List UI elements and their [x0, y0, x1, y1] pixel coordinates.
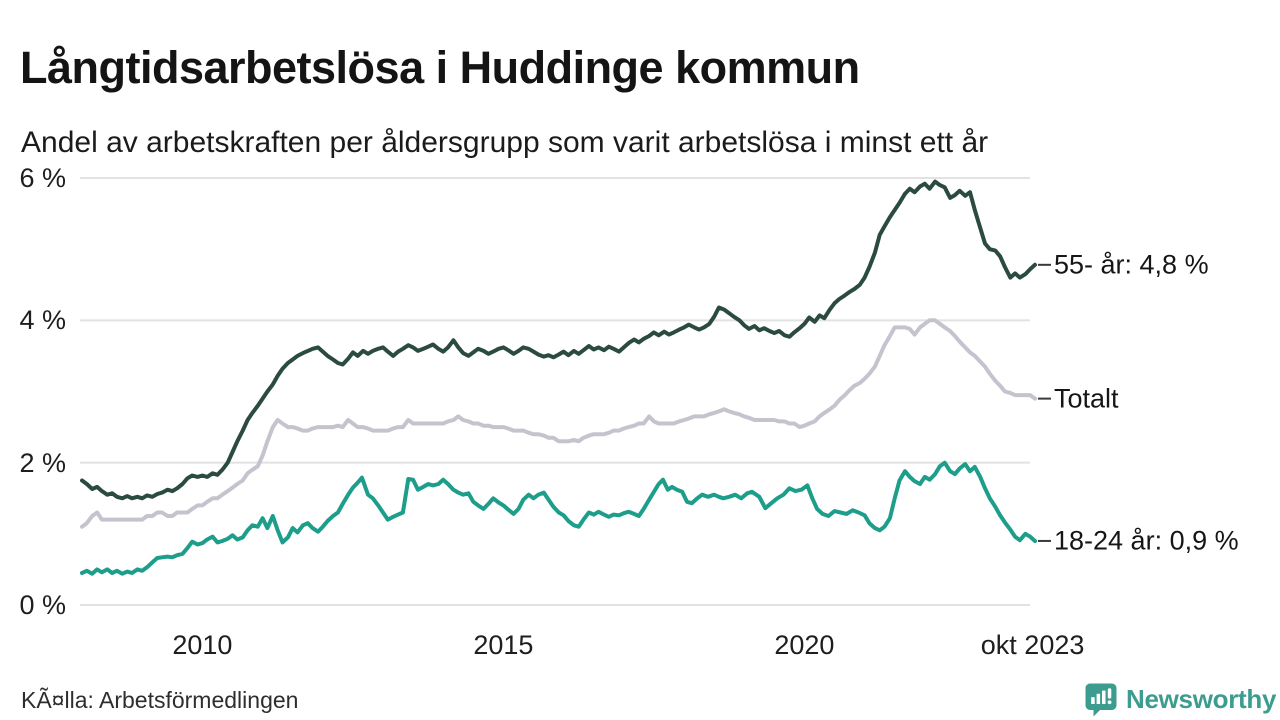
- series-label-55-ar: 55- år: 4,8 %: [1054, 249, 1209, 280]
- label-leader-ticks: [1038, 263, 1051, 542]
- newsworthy-wordmark: Newsworthy: [1126, 683, 1277, 714]
- source-note: KÃ¤lla: Arbetsförmedlingen: [21, 687, 299, 713]
- x-tick-label: okt 2023: [980, 630, 1085, 660]
- x-tick-label: 2015: [473, 630, 534, 660]
- series-line-55-r: [80, 179, 1037, 501]
- y-tick-label: 6 %: [19, 163, 66, 193]
- x-tick-label: 2020: [774, 630, 835, 660]
- series-line-Totalt: [80, 318, 1037, 529]
- page-subtitle: Andel av arbetskraften per åldersgrupp s…: [21, 126, 989, 159]
- series-label-18-24-ar: 18-24 år: 0,9 %: [1054, 525, 1239, 556]
- series-line-18-24-r: [80, 460, 1037, 576]
- page-title: Långtidsarbetslösa i Huddinge kommun: [20, 42, 860, 94]
- gridlines: [80, 177, 1030, 606]
- newsworthy-icon: [1085, 683, 1117, 716]
- y-tick-label: 2 %: [19, 447, 66, 478]
- newsworthy-logo: Newsworthy: [1083, 680, 1276, 718]
- series-label-totalt: Totalt: [1054, 383, 1119, 414]
- y-tick-label: 4 %: [19, 305, 66, 336]
- y-tick-label: 0 %: [19, 590, 66, 620]
- series-lines: [80, 179, 1037, 576]
- x-tick-label: 2010: [172, 630, 233, 660]
